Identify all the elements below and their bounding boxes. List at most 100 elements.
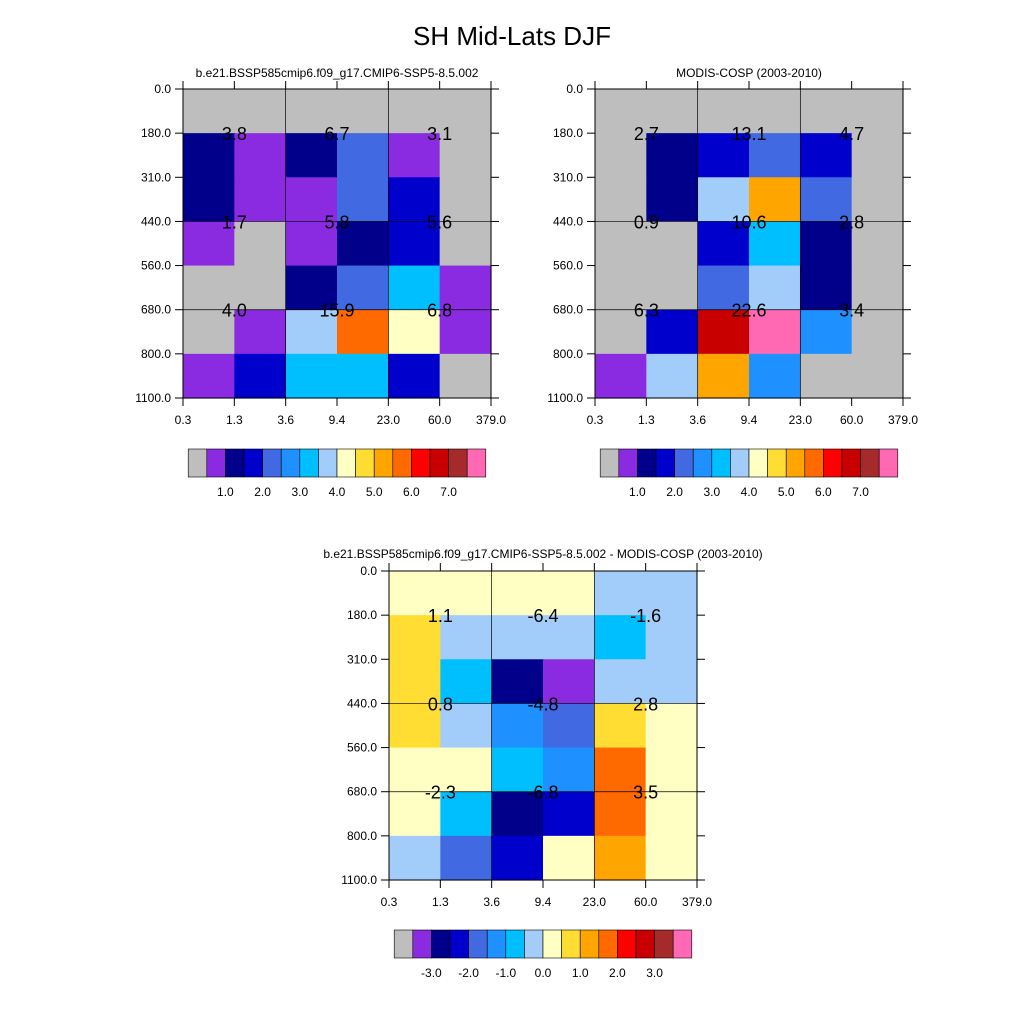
heatmap-cell xyxy=(800,89,853,134)
colorbar-swatch xyxy=(318,448,338,478)
heatmap-cell xyxy=(749,89,801,134)
y-tick-label: 0.0 xyxy=(154,82,171,96)
colorbar-swatch xyxy=(804,448,824,478)
heatmap-cell xyxy=(389,659,441,705)
heatmap-cell xyxy=(697,353,750,399)
heatmap-cell xyxy=(337,265,389,311)
heatmap-cell xyxy=(285,265,338,311)
heatmap-cell xyxy=(234,221,287,267)
cell-value-label: 0.8 xyxy=(428,694,453,714)
heatmap-cell xyxy=(389,571,441,616)
colorbar-swatch xyxy=(431,929,451,959)
x-tick-label: 3.6 xyxy=(689,413,706,427)
x-tick-label: 1.3 xyxy=(432,895,449,909)
colorbar-swatch xyxy=(674,448,694,478)
heatmap-cell xyxy=(594,659,647,705)
heatmap-cell xyxy=(851,353,904,399)
colorbar-swatch xyxy=(692,448,713,478)
colorbar-swatch xyxy=(262,448,282,478)
colorbar-label: 1.0 xyxy=(217,485,234,499)
heatmap-cell xyxy=(543,703,595,749)
heatmap-cell xyxy=(646,309,699,355)
heatmap-cell xyxy=(800,353,853,399)
colorbar-swatch xyxy=(823,448,843,478)
colorbar-swatch xyxy=(280,448,301,478)
cell-value-label: 0.9 xyxy=(634,212,659,232)
cell-value-label: 3.8 xyxy=(222,124,247,144)
colorbar-swatch xyxy=(524,929,544,959)
colorbar-swatch xyxy=(618,448,638,478)
heatmap-cell xyxy=(439,353,492,399)
heatmap-cell xyxy=(285,221,338,267)
cell-value-label: 3.1 xyxy=(427,124,452,144)
panel-model: b.e21.BSSP585cmip6.f09_g17.CMIP6-SSP5-8.… xyxy=(135,66,506,499)
heatmap-cell xyxy=(800,221,853,267)
colorbar-swatch xyxy=(598,929,618,959)
heatmap-cell xyxy=(234,309,287,355)
heatmap-cell xyxy=(646,177,699,223)
colorbar-swatch xyxy=(637,448,657,478)
x-tick-label: 3.6 xyxy=(483,895,500,909)
heatmap-cell xyxy=(800,133,853,178)
colorbar-label: 0.0 xyxy=(535,966,552,980)
cell-value-label: 3.4 xyxy=(839,301,864,321)
figure-title: SH Mid-Lats DJF xyxy=(413,21,611,51)
heatmap-cell xyxy=(234,89,287,134)
cell-value-label: 6.7 xyxy=(324,124,349,144)
colorbar-swatch xyxy=(542,929,562,959)
heatmap-cell xyxy=(646,133,699,178)
heatmap-cell xyxy=(440,659,493,705)
cell-value-label: -1.6 xyxy=(630,606,661,626)
x-tick-label: 23.0 xyxy=(583,895,607,909)
y-tick-label: 440.0 xyxy=(141,214,171,228)
cell-value-label: -6.4 xyxy=(527,606,558,626)
heatmap-cell xyxy=(439,221,492,267)
y-tick-label: 1100.0 xyxy=(547,391,583,405)
heatmap-cell xyxy=(595,221,647,267)
heatmap-cell xyxy=(285,309,338,355)
cell-value-label: 4.0 xyxy=(222,301,247,321)
heatmap-cell xyxy=(646,221,699,267)
heatmap-cell xyxy=(697,221,750,267)
heatmap-cell xyxy=(595,309,647,355)
heatmap-cell xyxy=(440,703,493,749)
y-tick-label: 800.0 xyxy=(347,829,377,843)
cell-value-label: 2.8 xyxy=(839,212,864,232)
heatmap-cell xyxy=(183,309,235,355)
x-tick-label: 1.3 xyxy=(638,413,655,427)
x-tick-label: 9.4 xyxy=(535,895,552,909)
y-tick-label: 680.0 xyxy=(553,303,583,317)
y-tick-label: 1100.0 xyxy=(341,873,377,887)
x-tick-label: 379.0 xyxy=(682,895,712,909)
heatmap-cell xyxy=(491,615,544,660)
colorbar-label: 3.0 xyxy=(703,485,720,499)
cell-value-label: 4.7 xyxy=(839,124,864,144)
heatmap-cell xyxy=(543,659,595,705)
cell-value-label: 3.5 xyxy=(633,783,658,803)
y-tick-label: 310.0 xyxy=(553,170,583,184)
heatmap-cell xyxy=(183,177,235,223)
colorbar-label: -1.0 xyxy=(495,966,516,980)
heatmap-cell xyxy=(749,133,801,178)
colorbar-label: 2.0 xyxy=(254,485,271,499)
heatmap-cell xyxy=(439,265,492,311)
heatmap-cell xyxy=(234,265,287,311)
colorbar-swatch xyxy=(711,448,731,478)
colorbar-swatch xyxy=(392,448,412,478)
heatmap-cell xyxy=(388,89,441,134)
panel-modis: MODIS-COSP (2003-2010) 0.0 180.0 310.0 440.0… xyxy=(547,66,918,499)
colorbar-swatch xyxy=(561,929,581,959)
colorbar-label: 2.0 xyxy=(666,485,683,499)
heatmap-cell xyxy=(543,791,595,837)
heatmap-cell xyxy=(337,353,389,399)
cell-value-label: 5.8 xyxy=(324,212,349,232)
colorbar-label: 7.0 xyxy=(852,485,869,499)
heatmap-cell xyxy=(388,353,441,399)
heatmap-cell xyxy=(337,221,389,267)
heatmap-cell xyxy=(697,89,750,134)
cell-value-label: 13.1 xyxy=(731,124,766,144)
heatmap-cell xyxy=(285,353,338,399)
y-tick-label: 800.0 xyxy=(141,347,171,361)
colorbar-label: 6.0 xyxy=(815,485,832,499)
